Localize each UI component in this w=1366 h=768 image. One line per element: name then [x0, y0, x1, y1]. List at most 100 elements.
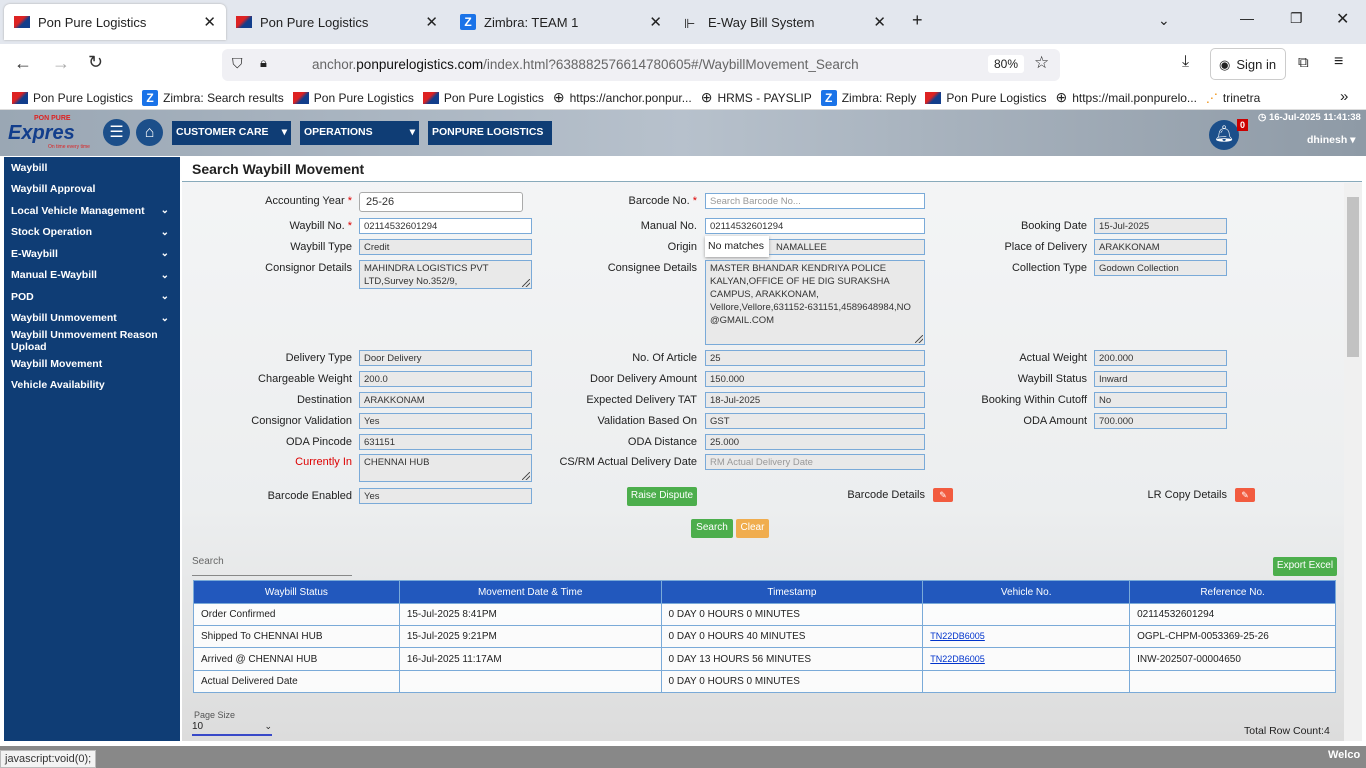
close-tab-icon[interactable]: ✕	[873, 14, 886, 31]
nav-ponpure-logistics[interactable]: PONPURE LOGISTICS	[428, 121, 552, 145]
sidebar-item[interactable]: Local Vehicle Management ⌄	[4, 200, 180, 222]
bookmark-item[interactable]: ⋰ trinetra	[1206, 91, 1260, 105]
bookmark-item[interactable]: Z Zimbra: Search results	[142, 89, 284, 106]
sidebar-item[interactable]: POD ⌄	[4, 286, 180, 308]
column-header[interactable]: Movement Date & Time	[398, 580, 662, 604]
lr-copy-details-edit-icon[interactable]: ✎	[1235, 488, 1255, 502]
close-tab-icon[interactable]: ✕	[203, 14, 216, 31]
notification-bell-button[interactable]: 🔔︎	[1209, 120, 1239, 150]
vehicle-link[interactable]: TN22DB6005	[930, 653, 985, 664]
grid-search-input[interactable]: Search	[192, 556, 352, 576]
field-oda-pincode[interactable]: 631151	[359, 434, 532, 450]
reload-icon[interactable]: ↻	[88, 52, 104, 72]
hamburger-menu-button[interactable]: ☰	[103, 119, 130, 146]
vehicle-link[interactable]: TN22DB6005	[930, 631, 985, 641]
sidebar-item[interactable]: Waybill Approval	[4, 179, 180, 201]
field-waybill-no-[interactable]: 02114532601294	[359, 218, 532, 234]
extensions-icon[interactable]: ⧉	[1298, 54, 1309, 71]
field-validation-based-on[interactable]: GST	[705, 413, 925, 429]
bookmark-item[interactable]: Pon Pure Logistics	[292, 91, 414, 105]
sidebar-item[interactable]: Manual E-Waybill ⌄	[4, 265, 180, 287]
column-header[interactable]: Timestamp	[660, 580, 924, 604]
star-icon[interactable]: ☆	[1034, 53, 1050, 72]
close-tab-icon[interactable]: ✕	[649, 14, 662, 31]
field-manual-no-[interactable]: 02114532601294	[705, 218, 925, 234]
clear-button[interactable]: Clear	[736, 519, 769, 538]
field-oda-distance[interactable]: 25.000	[705, 434, 925, 450]
sidebar-item[interactable]: Waybill Movement	[4, 353, 180, 375]
zoom-level[interactable]: 80%	[988, 55, 1025, 73]
menu-icon[interactable]: ≡	[1334, 53, 1344, 70]
field-oda-amount[interactable]: 700.000	[1094, 413, 1227, 429]
field-booking-date[interactable]: 15-Jul-2025	[1094, 218, 1227, 234]
close-window-icon[interactable]: ✕	[1336, 11, 1350, 28]
sidebar-item[interactable]: Waybill Unmovement ⌄	[4, 308, 180, 330]
resize-grip-icon[interactable]	[522, 279, 530, 287]
sidebar-item[interactable]: Stock Operation ⌄	[4, 222, 180, 244]
tab-4[interactable]: ⊩ E-Way Bill System ✕	[674, 4, 896, 40]
field-actual-weight[interactable]: 200.000	[1094, 350, 1227, 366]
field-consignee-details[interactable]: MASTER BHANDAR KENDRIYA POLICE KALYAN,OF…	[705, 260, 925, 345]
download-icon[interactable]: ⤓	[1182, 53, 1190, 70]
field-place-of-delivery[interactable]: ARAKKONAM	[1094, 239, 1227, 255]
column-header[interactable]: Reference No.	[1129, 580, 1336, 604]
url-bar[interactable]: ⛉ 🔒︎ anchor.ponpurelogistics.com/index.h…	[222, 49, 1060, 81]
field-no-of-article[interactable]: 25	[705, 350, 925, 366]
bookmark-item[interactable]: Pon Pure Logistics	[422, 91, 544, 105]
field-expected-delivery-tat[interactable]: 18-Jul-2025	[705, 392, 925, 408]
field-waybill-status[interactable]: Inward	[1094, 371, 1227, 387]
sidebar-item[interactable]: Waybill Unmovement Reason Upload	[4, 329, 180, 353]
bookmark-item[interactable]: ⊕ HRMS - PAYSLIP	[701, 89, 812, 106]
field-waybill-type[interactable]: Credit	[359, 239, 532, 255]
field-currently-in[interactable]: CHENNAI HUB	[359, 454, 532, 482]
field-chargeable-weight[interactable]: 200.0	[359, 371, 532, 387]
field-delivery-type[interactable]: Door Delivery	[359, 350, 532, 366]
table-cell: 02114532601294	[1129, 603, 1336, 626]
nav-customer-care[interactable]: CUSTOMER CARE ▾	[172, 121, 291, 145]
bookmark-item[interactable]: Pon Pure Logistics	[925, 91, 1046, 105]
tab-1[interactable]: Pon Pure Logistics ✕	[4, 4, 226, 40]
field-cs-rm-actual-delivery-date[interactable]: RM Actual Delivery Date	[705, 454, 925, 470]
resize-grip-icon[interactable]	[915, 335, 923, 343]
field-accounting-year[interactable]: 25-26	[359, 192, 523, 212]
column-header[interactable]: Waybill Status	[193, 580, 400, 604]
bookmark-item[interactable]: ⊕ https://mail.ponpurelo...	[1055, 89, 1196, 106]
barcode-details-edit-icon[interactable]: ✎	[933, 488, 953, 502]
close-tab-icon[interactable]: ✕	[425, 14, 438, 31]
minimize-icon[interactable]: —	[1240, 10, 1254, 26]
user-menu[interactable]: dhinesh ▾	[1307, 134, 1356, 146]
bookmark-item[interactable]: Pon Pure Logistics	[12, 91, 133, 105]
sidebar-item[interactable]: E-Waybill ⌄	[4, 243, 180, 265]
bookmark-item[interactable]: ⊕ https://anchor.ponpur...	[553, 89, 692, 106]
sidebar-item[interactable]: Waybill	[4, 157, 180, 179]
search-button[interactable]: Search	[691, 519, 733, 538]
nav-operations[interactable]: OPERATIONS ▾	[300, 121, 419, 145]
forward-icon[interactable]: →	[52, 53, 70, 73]
tab-2[interactable]: Pon Pure Logistics ✕	[226, 4, 448, 40]
export-excel-button[interactable]: Export Excel	[1273, 557, 1337, 576]
sidebar-item[interactable]: Vehicle Availability	[4, 375, 180, 397]
new-tab-button[interactable]: +	[912, 10, 923, 30]
tab-3[interactable]: Z Zimbra: TEAM 1 ✕	[450, 4, 672, 40]
logo[interactable]: PON PURE Expres On time every time	[8, 115, 90, 150]
more-bookmarks-icon[interactable]: »	[1340, 88, 1349, 105]
field-consignor-details[interactable]: MAHINDRA LOGISTICS PVT LTD,Survey No.352…	[359, 260, 532, 289]
field-barcode-enabled[interactable]: Yes	[359, 488, 532, 504]
restore-icon[interactable]: ❐	[1290, 10, 1303, 26]
column-header[interactable]: Vehicle No.	[922, 580, 1131, 604]
sign-in-button[interactable]: ◉ Sign in	[1210, 48, 1286, 80]
field-booking-within-cutoff[interactable]: No	[1094, 392, 1227, 408]
field-door-delivery-amount[interactable]: 150.000	[705, 371, 925, 387]
field-barcode-no-[interactable]: Search Barcode No...	[705, 193, 925, 209]
back-icon[interactable]: ←	[14, 53, 32, 73]
field-destination[interactable]: ARAKKONAM	[359, 392, 532, 408]
home-button[interactable]: ⌂	[136, 119, 163, 146]
scrollbar[interactable]	[1344, 183, 1362, 741]
bookmark-item[interactable]: Z Zimbra: Reply	[820, 89, 916, 106]
tab-list-icon[interactable]: ⌄	[1158, 12, 1170, 28]
page-size-select[interactable]: 10 ⌄	[192, 721, 272, 736]
resize-grip-icon[interactable]	[522, 472, 530, 480]
raise-dispute-button[interactable]: Raise Dispute	[627, 487, 697, 506]
field-collection-type[interactable]: Godown Collection	[1094, 260, 1227, 276]
field-consignor-validation[interactable]: Yes	[359, 413, 532, 429]
